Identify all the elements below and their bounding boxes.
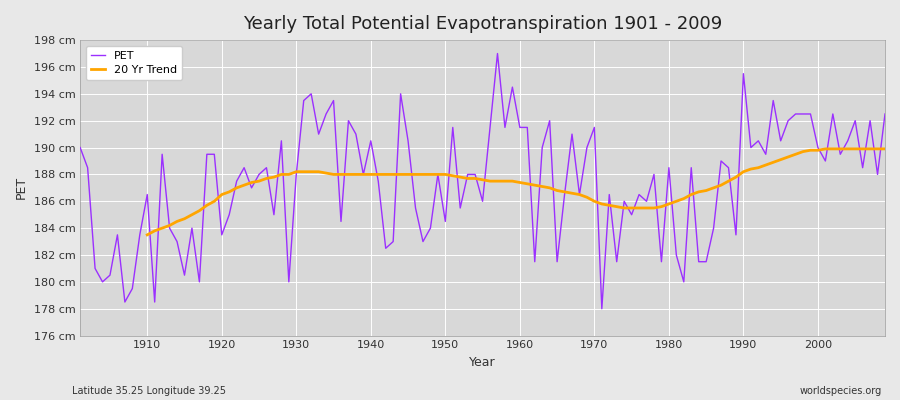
Text: Latitude 35.25 Longitude 39.25: Latitude 35.25 Longitude 39.25: [72, 386, 226, 396]
20 Yr Trend: [850, 146, 860, 151]
PET: [522, 125, 533, 130]
20 Yr Trend: [313, 169, 324, 174]
PET: [298, 98, 309, 103]
Legend: PET, 20 Yr Trend: PET, 20 Yr Trend: [86, 46, 182, 80]
20 Yr Trend: [879, 146, 890, 151]
20 Yr Trend: [581, 195, 592, 200]
Line: 20 Yr Trend: 20 Yr Trend: [148, 149, 885, 235]
PET: [492, 51, 503, 56]
PET: [597, 306, 608, 311]
20 Yr Trend: [142, 232, 153, 237]
Line: PET: PET: [80, 54, 885, 309]
Text: worldspecies.org: worldspecies.org: [800, 386, 882, 396]
X-axis label: Year: Year: [469, 356, 496, 369]
20 Yr Trend: [522, 182, 533, 186]
20 Yr Trend: [827, 146, 838, 151]
PET: [619, 199, 630, 204]
PET: [515, 125, 526, 130]
PET: [134, 232, 145, 237]
20 Yr Trend: [820, 146, 831, 151]
20 Yr Trend: [284, 172, 294, 177]
Y-axis label: PET: PET: [15, 176, 28, 200]
Title: Yearly Total Potential Evapotranspiration 1901 - 2009: Yearly Total Potential Evapotranspiratio…: [243, 15, 722, 33]
PET: [343, 118, 354, 123]
PET: [879, 112, 890, 116]
PET: [75, 145, 86, 150]
